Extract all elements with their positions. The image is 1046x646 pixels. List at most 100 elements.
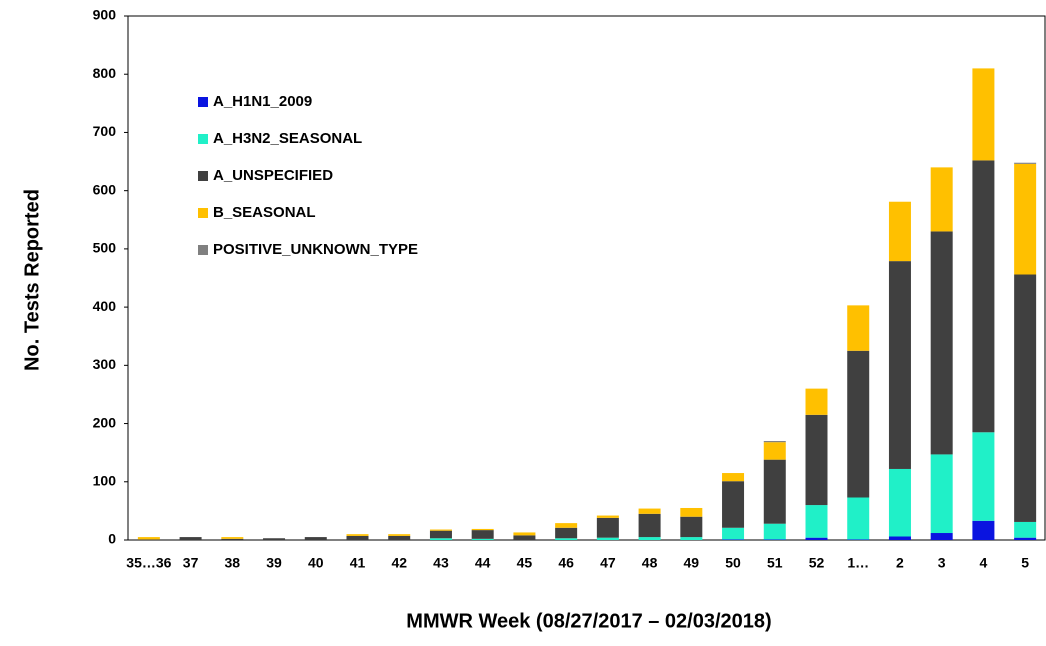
- x-tick-label: 43: [433, 555, 449, 571]
- x-tick-label: 48: [642, 555, 658, 571]
- y-tick-label: 700: [93, 123, 117, 139]
- bar-segment: [722, 481, 745, 528]
- bar-segment: [1014, 521, 1037, 538]
- y-tick-label: 200: [93, 414, 117, 430]
- bar-segment: [429, 529, 452, 531]
- bar-segment: [1014, 537, 1037, 540]
- bar-segment: [805, 505, 828, 538]
- bar-segment: [388, 535, 411, 540]
- x-tick-label: 50: [725, 555, 741, 571]
- bar-segment: [847, 305, 870, 351]
- bar-segment: [471, 528, 494, 531]
- bar-segment: [972, 160, 995, 433]
- bar-segment: [680, 537, 703, 540]
- bar-segment: [596, 537, 619, 540]
- bar-segment: [221, 538, 244, 540]
- x-tick-label: 42: [391, 555, 407, 571]
- bar-segment: [888, 261, 911, 469]
- y-tick-label: 300: [93, 356, 117, 372]
- bar-segment: [722, 527, 745, 540]
- bar-segment: [555, 527, 578, 539]
- bar-segment: [596, 517, 619, 538]
- legend-label: B_SEASONAL: [213, 204, 316, 221]
- x-tick-label: 49: [684, 555, 700, 571]
- bar-segment: [471, 530, 494, 539]
- x-tick-label: 44: [475, 555, 491, 571]
- bar-segment: [847, 539, 870, 540]
- x-tick-label: 45: [517, 555, 533, 571]
- bar-segment: [763, 442, 786, 460]
- x-tick-label: 38: [225, 555, 241, 571]
- bar-segment: [388, 534, 411, 536]
- bar-segment: [930, 454, 953, 534]
- legend-swatch: [198, 245, 208, 255]
- bar-segment: [1014, 274, 1037, 522]
- x-tick-label: 4: [980, 555, 988, 571]
- y-tick-label: 900: [93, 7, 117, 23]
- bar-segment: [429, 530, 452, 539]
- x-tick-label: 39: [266, 555, 282, 571]
- bar-segment: [346, 535, 369, 540]
- bar-segment: [888, 536, 911, 540]
- y-tick-label: 500: [93, 240, 117, 256]
- bar-segment: [930, 533, 953, 540]
- bar-segment: [680, 516, 703, 538]
- bar-segment: [1014, 162, 1037, 164]
- x-tick-label: 5: [1021, 555, 1029, 571]
- y-tick-label: 400: [93, 298, 117, 314]
- legend-swatch: [198, 171, 208, 181]
- y-tick-label: 0: [108, 531, 116, 547]
- x-tick-label: 1…: [847, 555, 869, 571]
- bar-segment: [972, 520, 995, 540]
- bar-segment: [805, 537, 828, 540]
- bar-segment: [638, 513, 661, 538]
- x-axis-title: MMWR Week (08/27/2017 – 02/03/2018): [406, 610, 771, 632]
- y-tick-label: 800: [93, 65, 117, 81]
- bar-segment: [847, 350, 870, 498]
- bar-segment: [763, 523, 786, 540]
- bar-segment: [513, 532, 536, 536]
- bar-segment: [972, 432, 995, 521]
- bar-segment: [638, 508, 661, 514]
- bar-segment: [221, 537, 244, 539]
- legend-swatch: [198, 134, 208, 144]
- x-tick-label: 2: [896, 555, 904, 571]
- bar-segment: [596, 515, 619, 518]
- x-tick-label: 35…36: [126, 555, 171, 571]
- bar-segment: [513, 535, 536, 540]
- bar-segment: [763, 459, 786, 524]
- legend-label: POSITIVE_UNKNOWN_TYPE: [213, 241, 418, 258]
- y-tick-label: 100: [93, 472, 117, 488]
- bar-segment: [680, 507, 703, 517]
- bar-segment: [722, 473, 745, 482]
- legend-label: A_H1N1_2009: [213, 93, 312, 110]
- bar-segment: [471, 538, 494, 540]
- bar-segment: [304, 537, 327, 540]
- bar-segment: [805, 414, 828, 506]
- bar-segment: [763, 539, 786, 540]
- bar-segment: [137, 537, 160, 540]
- bar-segment: [722, 539, 745, 540]
- x-tick-label: 40: [308, 555, 324, 571]
- x-tick-label: 37: [183, 555, 199, 571]
- y-axis-title: No. Tests Reported: [21, 189, 43, 371]
- bar-segment: [555, 523, 578, 528]
- bar-segment: [805, 388, 828, 415]
- bar-segment: [346, 534, 369, 536]
- bar-segment: [888, 201, 911, 262]
- bar-segment: [429, 538, 452, 540]
- x-tick-label: 3: [938, 555, 946, 571]
- legend-label: A_H3N2_SEASONAL: [213, 130, 362, 147]
- bar-segment: [972, 68, 995, 161]
- x-tick-label: 41: [350, 555, 366, 571]
- bar-segment: [930, 167, 953, 232]
- bar-segment: [638, 537, 661, 540]
- bar-segment: [137, 539, 160, 540]
- x-tick-label: 46: [558, 555, 574, 571]
- legend-swatch: [198, 208, 208, 218]
- bar-segment: [1014, 163, 1037, 275]
- legend-label: A_UNSPECIFIED: [213, 167, 333, 184]
- x-tick-label: 47: [600, 555, 616, 571]
- bar-segment: [930, 231, 953, 455]
